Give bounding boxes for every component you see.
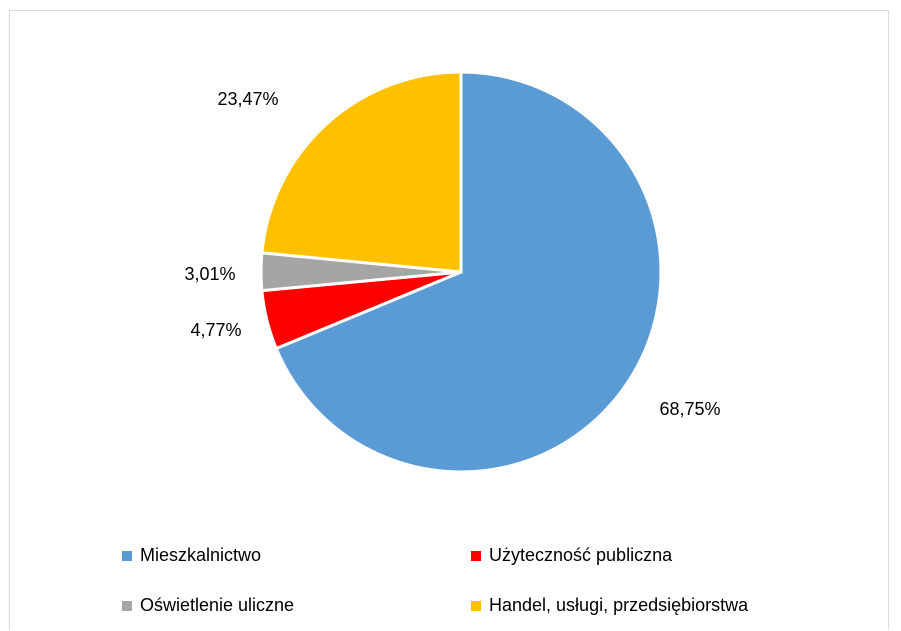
legend-label: Oświetlenie uliczne	[140, 595, 295, 615]
legend-swatch	[471, 600, 481, 611]
legend-item-handel-uslugi: Handel, usługi, przedsiębiorstwa	[471, 595, 748, 616]
legend-label: Mieszkalnictwo	[140, 545, 262, 565]
legend-item-mieszkalnictwo: Mieszkalnictwo	[122, 545, 261, 566]
data-label-handel-uslugi: 23,47%	[217, 89, 278, 109]
data-label-mieszkalnictwo: 68,75%	[659, 399, 720, 419]
legend-swatch	[471, 550, 481, 561]
chart-frame: 68,75% 4,77% 3,01% 23,47% Mieszkalnictwo Uż…	[9, 10, 889, 630]
data-label-uzytecznosc-publiczna: 4,77%	[190, 320, 241, 340]
legend-swatch	[122, 600, 132, 611]
pie-slice-handel-uslugi	[260, 70, 463, 274]
legend-swatch	[122, 550, 132, 561]
data-label-oswietlenie-uliczne: 3,01%	[184, 264, 235, 284]
legend-item-uzytecznosc-publiczna: Użyteczność publiczna	[471, 545, 672, 566]
pie-chart: 68,75% 4,77% 3,01% 23,47%	[184, 70, 721, 474]
pie-slice-mieszkalnictwo	[274, 70, 663, 474]
legend-label: Handel, usługi, przedsiębiorstwa	[489, 595, 749, 615]
legend-label: Użyteczność publiczna	[489, 545, 673, 565]
legend-item-oswietlenie-uliczne: Oświetlenie uliczne	[122, 595, 294, 616]
